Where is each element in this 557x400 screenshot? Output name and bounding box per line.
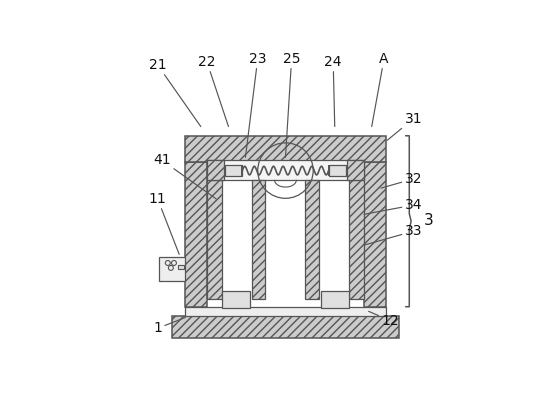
Bar <box>207 160 224 180</box>
Text: 33: 33 <box>364 224 422 245</box>
Bar <box>321 291 349 308</box>
Text: 41: 41 <box>153 154 216 199</box>
Text: A: A <box>372 52 389 126</box>
Bar <box>349 180 364 299</box>
Bar <box>178 266 183 270</box>
Text: 25: 25 <box>283 52 300 157</box>
Bar <box>252 180 266 299</box>
Bar <box>207 160 364 180</box>
Text: 21: 21 <box>149 58 201 126</box>
Text: 24: 24 <box>324 55 342 126</box>
Bar <box>185 136 385 162</box>
Bar <box>172 316 399 338</box>
Text: 34: 34 <box>364 198 422 214</box>
Text: 11: 11 <box>149 192 179 254</box>
Text: 3: 3 <box>424 213 433 228</box>
Text: 23: 23 <box>246 52 266 157</box>
Bar <box>329 165 345 176</box>
Bar <box>185 162 207 307</box>
Bar <box>159 258 185 280</box>
Text: 22: 22 <box>198 55 228 126</box>
Text: 32: 32 <box>381 172 422 188</box>
Bar <box>305 180 319 299</box>
Bar <box>226 165 242 176</box>
Bar <box>222 291 250 308</box>
Bar <box>207 180 222 299</box>
Bar <box>185 307 385 316</box>
Text: 1: 1 <box>153 318 185 335</box>
Text: 12: 12 <box>369 311 399 328</box>
Bar <box>364 162 385 307</box>
Bar <box>347 160 364 180</box>
Text: 31: 31 <box>387 112 422 140</box>
